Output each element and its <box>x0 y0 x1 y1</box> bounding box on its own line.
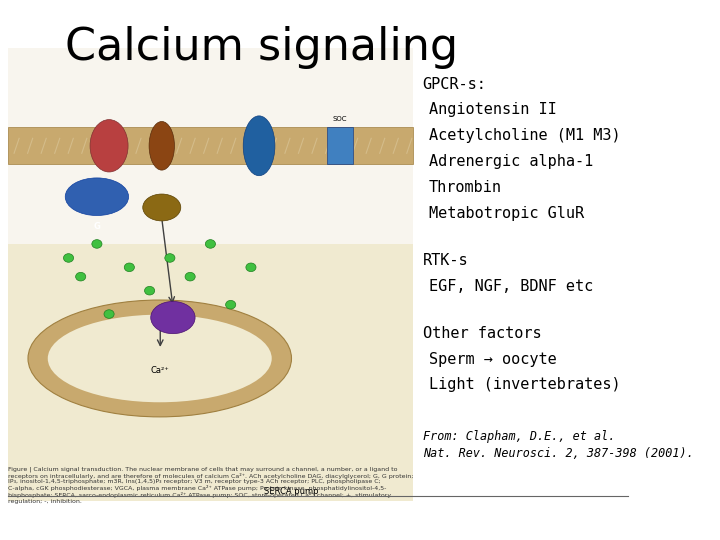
Text: SOC: SOC <box>333 116 347 122</box>
Text: Metabotropic GluR: Metabotropic GluR <box>429 206 584 220</box>
Text: Acetylcholine (M1 M3): Acetylcholine (M1 M3) <box>429 128 621 143</box>
Text: From: Clapham, D.E., et al.: From: Clapham, D.E., et al. <box>423 430 615 443</box>
Ellipse shape <box>149 122 174 170</box>
Text: Adrenergic alpha-1: Adrenergic alpha-1 <box>429 154 593 169</box>
Circle shape <box>185 272 195 281</box>
Text: Light (invertebrates): Light (invertebrates) <box>429 377 621 393</box>
Ellipse shape <box>48 315 271 402</box>
Circle shape <box>205 240 215 248</box>
Text: GPCR-s:: GPCR-s: <box>423 77 487 92</box>
FancyBboxPatch shape <box>8 48 413 244</box>
Text: Thrombin: Thrombin <box>429 180 502 195</box>
Circle shape <box>165 254 175 262</box>
Circle shape <box>246 263 256 272</box>
Text: SERCA pump: SERCA pump <box>264 487 319 496</box>
Text: Calcium signaling: Calcium signaling <box>65 25 458 69</box>
Text: Sperm → oocyte: Sperm → oocyte <box>429 352 557 367</box>
Circle shape <box>63 254 73 262</box>
Text: RTK-s: RTK-s <box>423 253 468 268</box>
Ellipse shape <box>90 120 128 172</box>
Circle shape <box>76 272 86 281</box>
Text: Angiotensin II: Angiotensin II <box>429 103 557 117</box>
Text: G: G <box>94 222 100 231</box>
Text: Figure | Calcium signal transduction. The nuclear membrane of cells that may sur: Figure | Calcium signal transduction. Th… <box>8 466 413 504</box>
Text: Other factors: Other factors <box>423 326 541 341</box>
Ellipse shape <box>150 301 195 334</box>
Ellipse shape <box>243 116 275 176</box>
Circle shape <box>104 310 114 319</box>
Circle shape <box>225 300 235 309</box>
Circle shape <box>145 286 155 295</box>
FancyBboxPatch shape <box>328 127 353 165</box>
Text: Nat. Rev. Neurosci. 2, 387-398 (2001).: Nat. Rev. Neurosci. 2, 387-398 (2001). <box>423 447 693 460</box>
FancyBboxPatch shape <box>8 127 413 165</box>
FancyBboxPatch shape <box>8 244 413 501</box>
Circle shape <box>125 263 135 272</box>
Text: Ca²⁺: Ca²⁺ <box>151 366 170 375</box>
Ellipse shape <box>143 194 181 221</box>
Ellipse shape <box>66 178 129 215</box>
Circle shape <box>92 240 102 248</box>
Ellipse shape <box>28 300 292 417</box>
Text: EGF, NGF, BDNF etc: EGF, NGF, BDNF etc <box>429 279 593 294</box>
